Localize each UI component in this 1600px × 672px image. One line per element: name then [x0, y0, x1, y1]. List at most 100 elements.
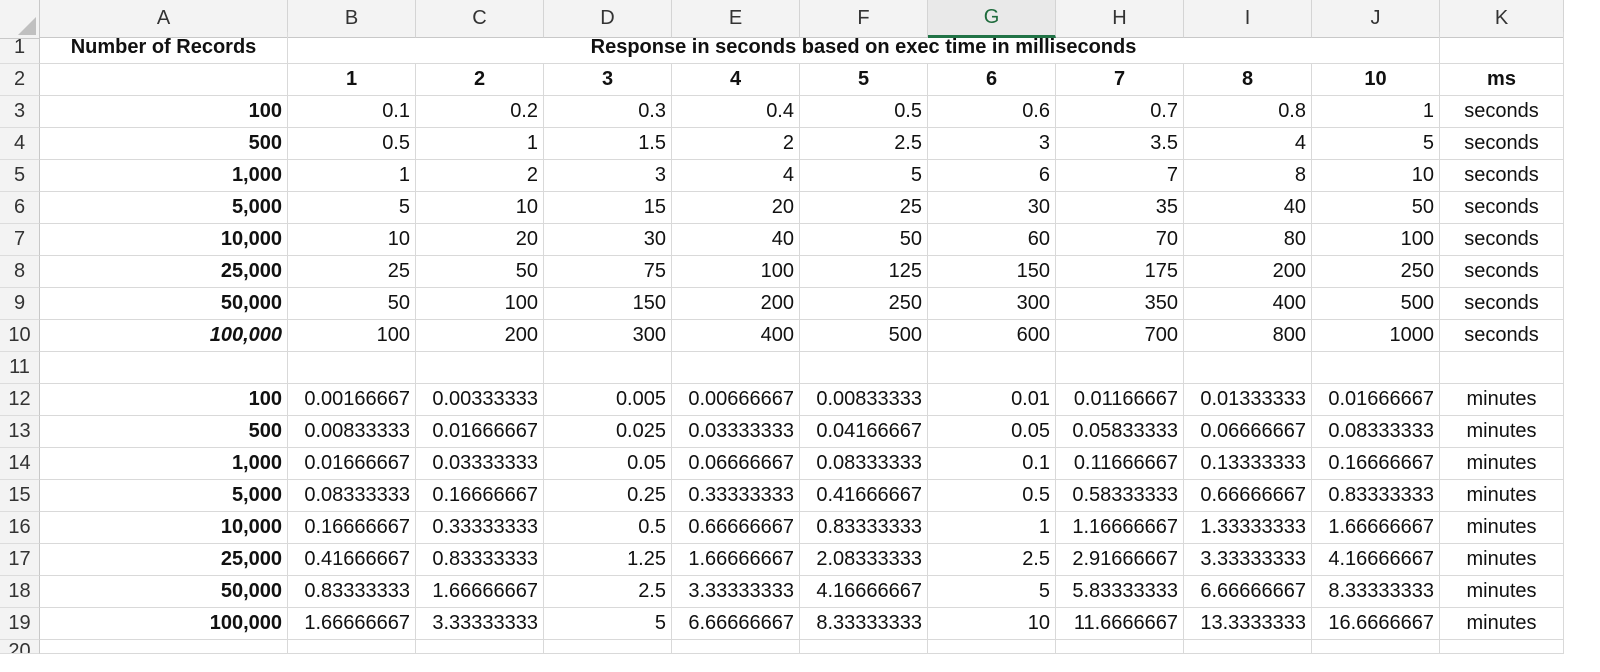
cell-a1[interactable]: Number of Records [40, 32, 288, 64]
cell-unit[interactable]: minutes [1440, 384, 1564, 416]
row-header-20[interactable]: 20 [0, 640, 40, 654]
cell-seconds-value[interactable]: 0.3 [544, 96, 672, 128]
column-header-a[interactable]: A [40, 0, 288, 38]
cell-ms-header[interactable]: 2 [416, 64, 544, 96]
cell-minutes-value[interactable]: 0.13333333 [1184, 448, 1312, 480]
row-header-7[interactable]: 7 [0, 224, 40, 256]
cell-minutes-value[interactable]: 0.025 [544, 416, 672, 448]
cell-minutes-value[interactable]: 0.05 [928, 416, 1056, 448]
cell-seconds-value[interactable]: 80 [1184, 224, 1312, 256]
cell-minutes-value[interactable]: 0.33333333 [416, 512, 544, 544]
cell-seconds-value[interactable]: 0.5 [800, 96, 928, 128]
cell-minutes-value[interactable]: 16.6666667 [1312, 608, 1440, 640]
cell-empty[interactable] [416, 640, 544, 654]
cell-minutes-value[interactable]: 0.1 [928, 448, 1056, 480]
cell-seconds-value[interactable]: 300 [928, 288, 1056, 320]
cell-minutes-value[interactable]: 0.08333333 [800, 448, 928, 480]
cell-unit[interactable]: seconds [1440, 288, 1564, 320]
cell-empty[interactable] [544, 352, 672, 384]
cell-unit[interactable]: seconds [1440, 256, 1564, 288]
cell-minutes-value[interactable]: 0.83333333 [1312, 480, 1440, 512]
cell-seconds-value[interactable]: 75 [544, 256, 672, 288]
cell-minutes-value[interactable]: 0.08333333 [1312, 416, 1440, 448]
cell-minutes-value[interactable]: 8.33333333 [800, 608, 928, 640]
cell-minutes-value[interactable]: 3.33333333 [672, 576, 800, 608]
cell-record-count[interactable]: 500 [40, 416, 288, 448]
cell-empty[interactable] [672, 352, 800, 384]
cell-seconds-value[interactable]: 1 [288, 160, 416, 192]
cell-minutes-value[interactable]: 10 [928, 608, 1056, 640]
cell-record-count[interactable]: 10,000 [40, 512, 288, 544]
select-all-corner[interactable] [0, 0, 40, 39]
cell-seconds-value[interactable]: 2.5 [800, 128, 928, 160]
cell-seconds-value[interactable]: 100 [1312, 224, 1440, 256]
row-header-8[interactable]: 8 [0, 256, 40, 288]
cell-ms-header[interactable]: 10 [1312, 64, 1440, 96]
cell-seconds-value[interactable]: 400 [672, 320, 800, 352]
column-header-j[interactable]: J [1312, 0, 1440, 38]
cell-seconds-value[interactable]: 0.8 [1184, 96, 1312, 128]
cell-minutes-value[interactable]: 0.03333333 [672, 416, 800, 448]
cell-seconds-value[interactable]: 2 [416, 160, 544, 192]
cell-minutes-value[interactable]: 0.66666667 [672, 512, 800, 544]
cell-minutes-value[interactable]: 6.66666667 [672, 608, 800, 640]
cell-unit[interactable]: minutes [1440, 576, 1564, 608]
cell-record-count[interactable]: 100 [40, 96, 288, 128]
cell-minutes-value[interactable]: 0.00666667 [672, 384, 800, 416]
cell-empty[interactable] [1184, 352, 1312, 384]
cell-empty[interactable] [672, 640, 800, 654]
cell-seconds-value[interactable]: 0.4 [672, 96, 800, 128]
cell-minutes-value[interactable]: 11.6666667 [1056, 608, 1184, 640]
cell-minutes-value[interactable]: 0.06666667 [1184, 416, 1312, 448]
cell-record-count[interactable]: 100,000 [40, 608, 288, 640]
cell-minutes-value[interactable]: 0.5 [928, 480, 1056, 512]
cell-seconds-value[interactable]: 1 [416, 128, 544, 160]
cell-record-count[interactable]: 5,000 [40, 192, 288, 224]
cell-minutes-value[interactable]: 0.03333333 [416, 448, 544, 480]
column-header-g[interactable]: G [928, 0, 1056, 38]
cell-ms-header[interactable]: 8 [1184, 64, 1312, 96]
cell-b1-title[interactable]: Response in seconds based on exec time i… [288, 32, 1440, 64]
cell-minutes-value[interactable]: 5 [928, 576, 1056, 608]
cell-seconds-value[interactable]: 50 [416, 256, 544, 288]
cell-minutes-value[interactable]: 4.16666667 [800, 576, 928, 608]
cell-seconds-value[interactable]: 70 [1056, 224, 1184, 256]
cell-seconds-value[interactable]: 20 [416, 224, 544, 256]
cell-seconds-value[interactable]: 0.1 [288, 96, 416, 128]
cell-seconds-value[interactable]: 0.7 [1056, 96, 1184, 128]
cell-unit[interactable]: seconds [1440, 320, 1564, 352]
cell-minutes-value[interactable]: 2.08333333 [800, 544, 928, 576]
cell-seconds-value[interactable]: 5 [288, 192, 416, 224]
cell-seconds-value[interactable]: 25 [288, 256, 416, 288]
cell-record-count[interactable]: 1,000 [40, 160, 288, 192]
cell-ms-header[interactable]: 4 [672, 64, 800, 96]
cell-unit[interactable]: seconds [1440, 128, 1564, 160]
cell-empty[interactable] [1440, 352, 1564, 384]
cell-empty[interactable] [800, 640, 928, 654]
cell-empty[interactable] [1184, 640, 1312, 654]
cell-unit[interactable]: minutes [1440, 448, 1564, 480]
cell-record-count[interactable]: 25,000 [40, 544, 288, 576]
row-header-17[interactable]: 17 [0, 544, 40, 576]
cell-empty[interactable] [1056, 352, 1184, 384]
cell-empty[interactable] [1312, 640, 1440, 654]
cell-minutes-value[interactable]: 0.41666667 [800, 480, 928, 512]
cell-seconds-value[interactable]: 15 [544, 192, 672, 224]
cell-ms-header[interactable]: 7 [1056, 64, 1184, 96]
cell-seconds-value[interactable]: 50 [288, 288, 416, 320]
cell-unit[interactable]: seconds [1440, 96, 1564, 128]
cell-minutes-value[interactable]: 0.01666667 [288, 448, 416, 480]
cell-minutes-value[interactable]: 0.83333333 [288, 576, 416, 608]
cell-minutes-value[interactable]: 0.01666667 [416, 416, 544, 448]
row-header-2[interactable]: 2 [0, 64, 40, 96]
cell-minutes-value[interactable]: 3.33333333 [1184, 544, 1312, 576]
cell-minutes-value[interactable]: 0.05 [544, 448, 672, 480]
cell-seconds-value[interactable]: 500 [1312, 288, 1440, 320]
cell-minutes-value[interactable]: 0.05833333 [1056, 416, 1184, 448]
cell-seconds-value[interactable]: 4 [1184, 128, 1312, 160]
cell-seconds-value[interactable]: 2 [672, 128, 800, 160]
cell-seconds-value[interactable]: 60 [928, 224, 1056, 256]
cell-minutes-value[interactable]: 0.33333333 [672, 480, 800, 512]
cell-seconds-value[interactable]: 350 [1056, 288, 1184, 320]
